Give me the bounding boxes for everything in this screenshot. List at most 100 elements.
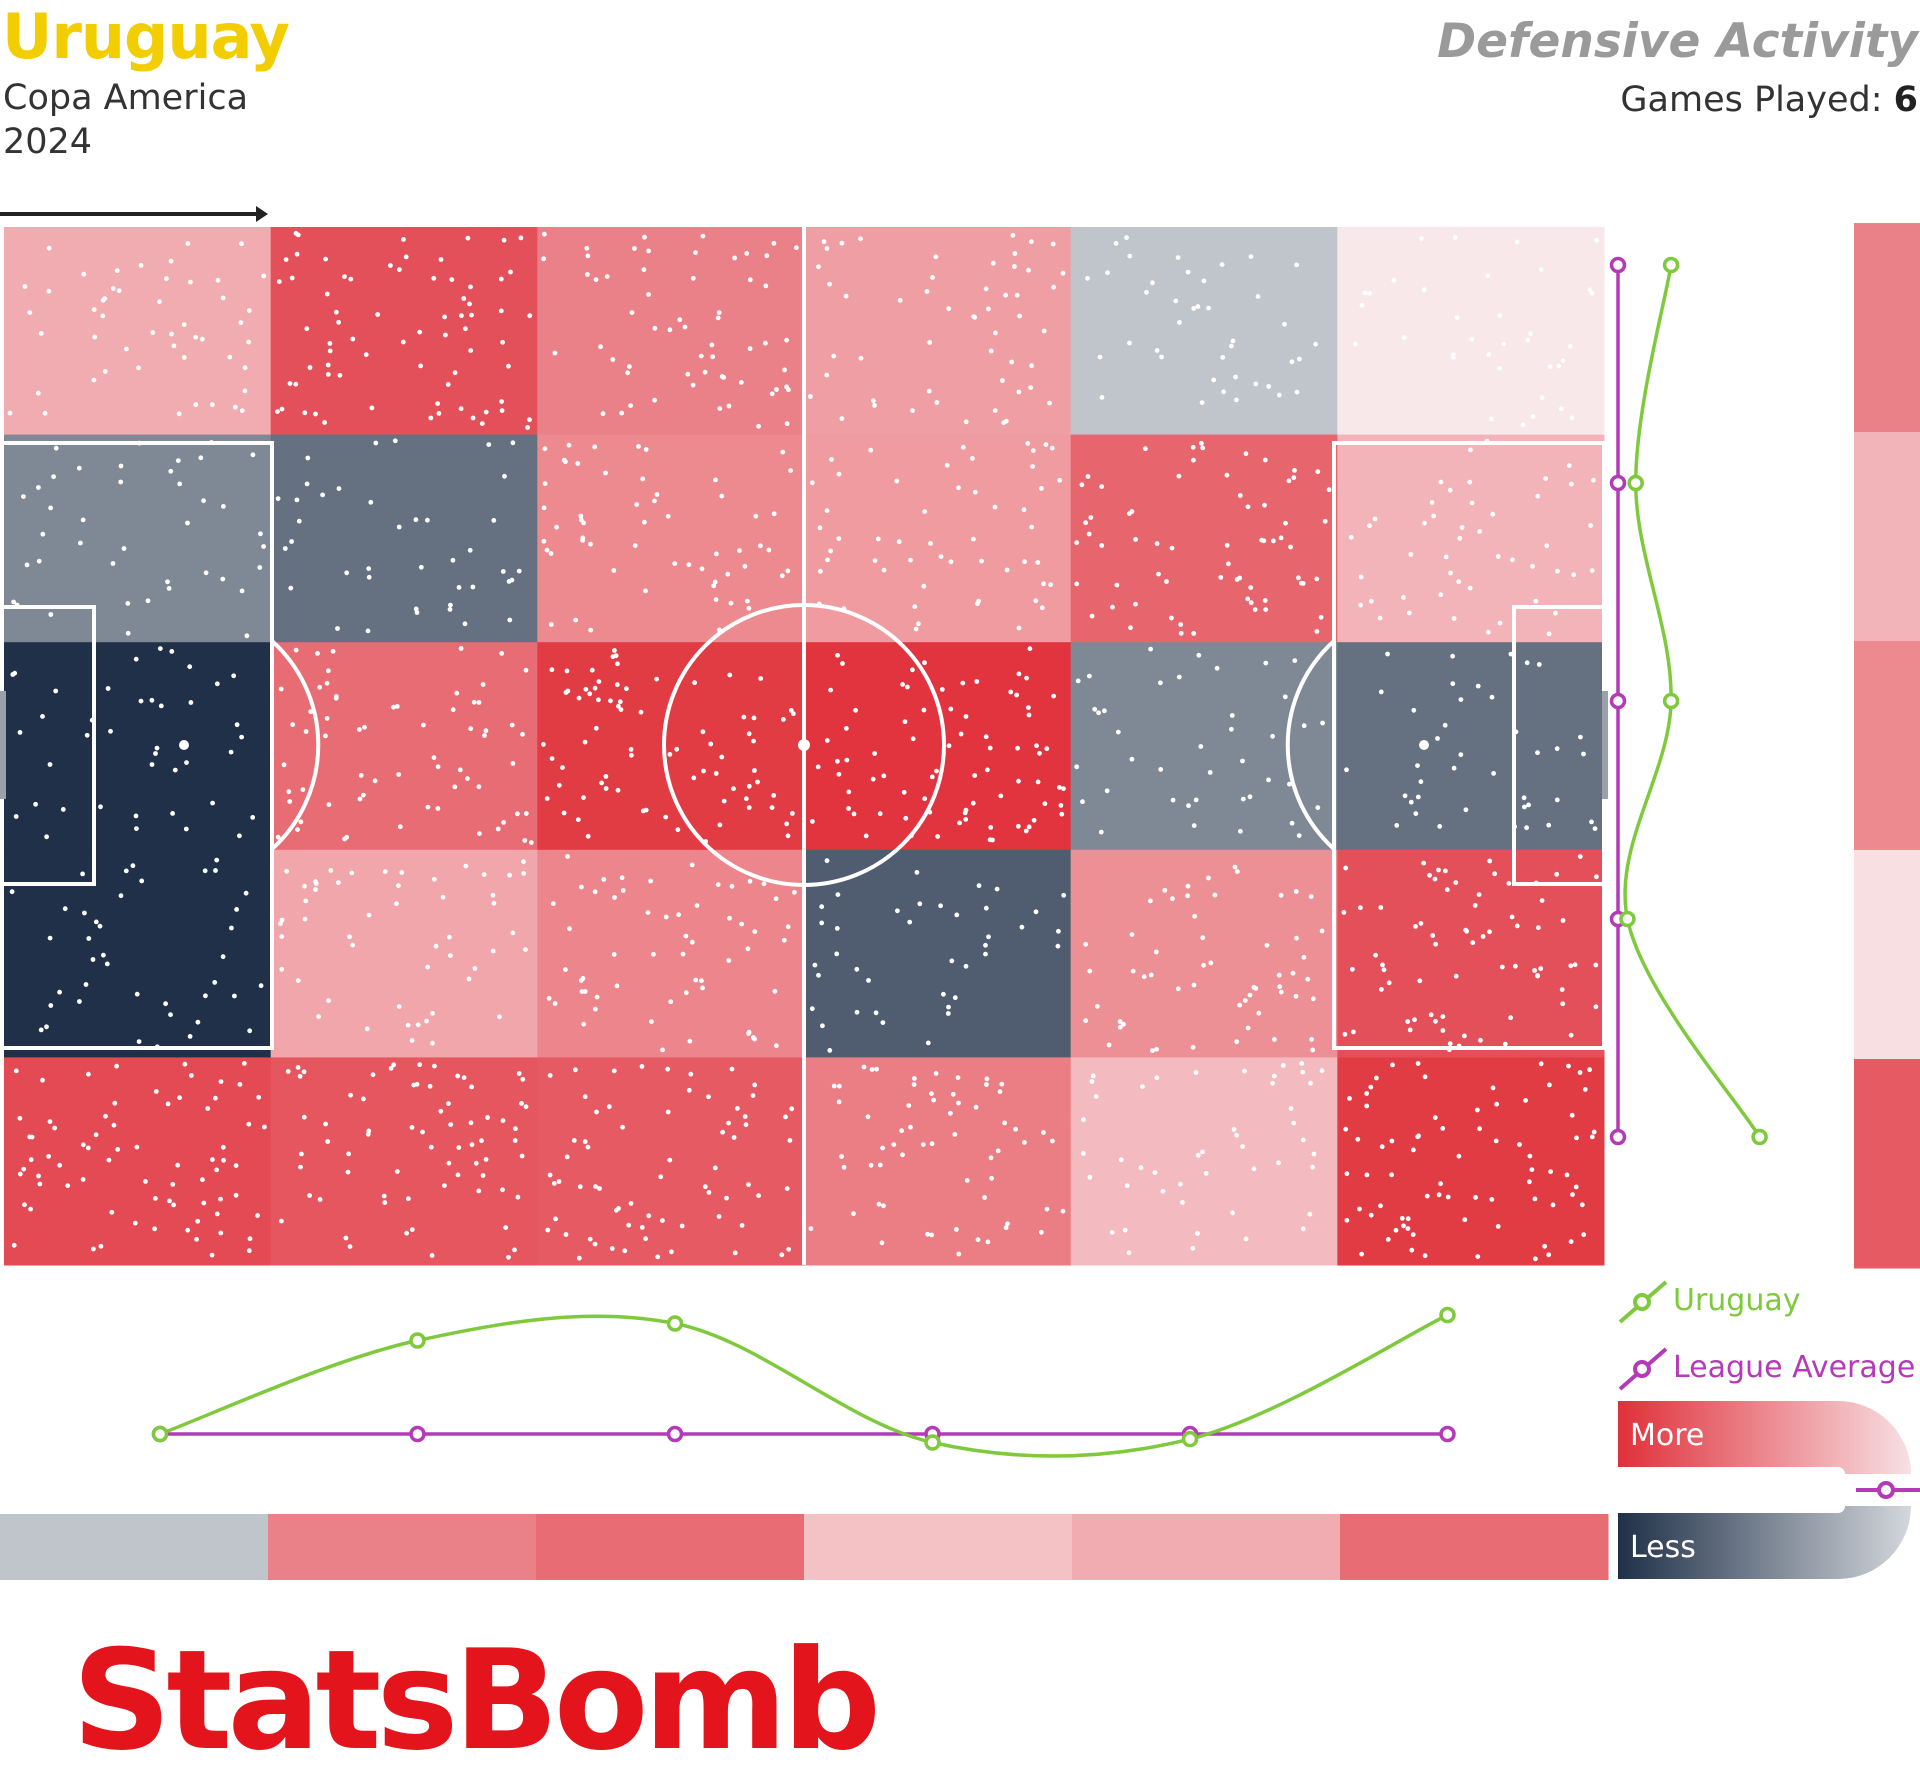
event-dot — [1154, 541, 1160, 546]
event-dot — [881, 773, 887, 779]
event-dot — [1301, 1137, 1306, 1143]
event-dot — [502, 473, 507, 479]
event-dot — [1190, 444, 1196, 450]
pitch-markings — [0, 227, 1608, 1265]
event-dot — [1301, 954, 1307, 960]
heat-cell — [270, 434, 538, 643]
event-dot — [1005, 1221, 1010, 1227]
event-dot — [1391, 277, 1397, 283]
event-dot — [593, 1184, 598, 1189]
event-dot — [170, 1182, 176, 1187]
event-dot — [406, 1196, 411, 1202]
event-dot — [548, 622, 554, 627]
event-dot — [955, 1075, 961, 1080]
event-dot — [357, 727, 362, 732]
event-dot — [938, 554, 944, 559]
event-dot — [1128, 625, 1133, 631]
event-dot — [706, 1190, 712, 1195]
event-dot — [900, 682, 905, 687]
event-dot — [1568, 963, 1574, 969]
event-dot — [1300, 581, 1306, 586]
event-dot — [1160, 1188, 1166, 1194]
event-dot — [111, 1122, 117, 1128]
event-dot — [1497, 620, 1503, 626]
event-dot — [1277, 984, 1283, 990]
event-dot — [279, 917, 285, 923]
event-dot — [110, 561, 116, 566]
event-dot — [709, 342, 715, 348]
event-dot — [739, 921, 744, 927]
event-dot — [150, 330, 156, 335]
event-dot — [1057, 477, 1063, 483]
event-dot — [405, 1022, 411, 1028]
games-played-value: 6 — [1893, 80, 1918, 120]
event-dot — [414, 610, 420, 615]
event-dot — [1487, 858, 1493, 864]
event-dot — [295, 978, 301, 984]
event-dot — [13, 1068, 19, 1074]
event-dot — [1351, 1029, 1356, 1035]
event-dot — [447, 607, 453, 612]
event-dot — [933, 254, 939, 260]
event-dot — [580, 976, 586, 981]
event-dot — [745, 598, 750, 604]
event-dot — [229, 925, 234, 931]
event-dot — [1231, 1127, 1237, 1132]
event-dot — [346, 1151, 351, 1157]
event-dot — [1261, 538, 1267, 544]
event-dot — [751, 738, 756, 744]
event-dot — [756, 423, 761, 429]
event-dot — [1234, 1132, 1239, 1138]
event-dot — [1191, 823, 1197, 828]
event-dot — [364, 1026, 370, 1032]
event-dot — [599, 780, 604, 786]
event-dot — [114, 268, 120, 274]
event-dot — [962, 810, 968, 816]
event-dot — [1393, 1227, 1399, 1233]
event-dot — [983, 286, 989, 292]
event-dot — [323, 256, 328, 262]
event-dot — [1226, 561, 1231, 567]
event-dot — [1195, 304, 1201, 309]
event-dot — [700, 985, 705, 991]
event-dot — [1237, 1002, 1243, 1008]
event-dot — [17, 1115, 23, 1121]
event-dot — [613, 653, 619, 659]
event-dot — [281, 762, 287, 768]
event-dot — [91, 1246, 96, 1252]
event-dot — [764, 253, 770, 259]
event-dot — [1154, 1046, 1159, 1052]
event-dot — [990, 260, 996, 266]
event-dot — [1546, 822, 1552, 828]
event-dot — [550, 901, 556, 906]
event-dot — [1199, 440, 1204, 446]
event-dot — [287, 799, 293, 804]
event-dot — [1529, 1167, 1535, 1172]
event-dot — [1492, 871, 1497, 877]
event-dot — [541, 742, 546, 747]
event-dot — [1169, 615, 1174, 621]
event-dot — [108, 728, 113, 734]
event-dot — [1579, 1202, 1585, 1208]
event-dot — [880, 1145, 885, 1151]
event-dot — [827, 1048, 833, 1053]
event-dot — [76, 465, 82, 471]
event-dot — [1276, 972, 1282, 978]
event-dot — [261, 544, 266, 549]
event-dot — [187, 664, 193, 670]
event-dot — [209, 1252, 215, 1258]
event-dot — [28, 1206, 33, 1212]
event-dot — [220, 295, 226, 301]
event-dot — [335, 626, 340, 631]
event-dot — [902, 719, 908, 725]
event-dot — [435, 764, 441, 770]
event-dot — [581, 1021, 587, 1027]
event-dot — [238, 320, 244, 325]
event-dot — [772, 988, 778, 994]
event-dot — [1447, 487, 1453, 493]
event-dot — [153, 751, 158, 756]
event-dot — [1372, 516, 1378, 522]
event-dot — [1315, 805, 1321, 810]
event-dot — [138, 263, 144, 268]
league-average-point — [1609, 692, 1627, 710]
